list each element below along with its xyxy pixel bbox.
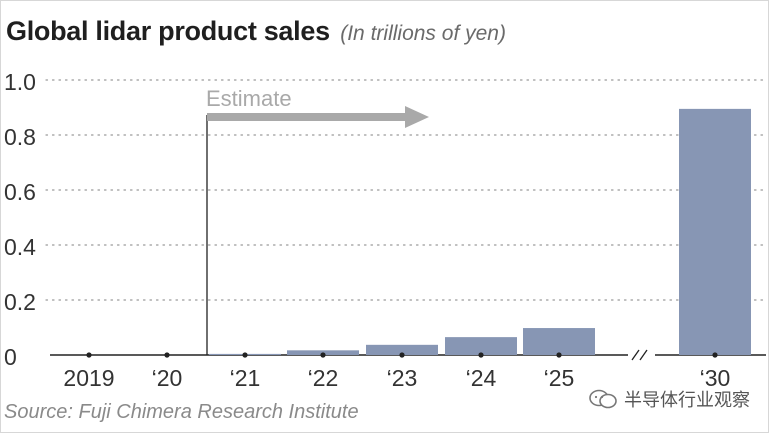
bar (523, 328, 595, 355)
source-note: Source: Fuji Chimera Research Institute (4, 401, 359, 423)
y-tick-label: 0.6 (4, 179, 36, 205)
x-tick-dot (242, 352, 248, 358)
y-tick-label: 0.4 (4, 234, 36, 260)
chat-bubbles-icon (589, 389, 617, 409)
chart-header: Global lidar product sales (In trillions… (6, 16, 506, 47)
estimate-arrow-shaft (207, 113, 407, 121)
x-tick-label: ‘21 (230, 365, 261, 391)
watermark-text: 半导体行业观察 (624, 390, 750, 410)
x-tick-dot (399, 352, 405, 358)
bar (445, 337, 517, 355)
chart-subtitle: (In trillions of yen) (340, 22, 506, 45)
x-tick-label: 2019 (63, 365, 114, 391)
y-tick-label: 0.2 (4, 289, 36, 315)
axis-break-mark (631, 349, 640, 361)
x-tick-dot (712, 352, 718, 358)
estimate-arrow-head (405, 106, 429, 128)
watermark: 半导体行业观察 (588, 386, 750, 412)
x-tick-label: ‘23 (387, 365, 418, 391)
x-tick-label: ‘24 (466, 365, 497, 391)
x-tick-dot (556, 352, 562, 358)
estimate-label: Estimate (206, 86, 292, 111)
x-tick-label: ‘25 (544, 365, 575, 391)
x-tick-label: ‘22 (308, 365, 339, 391)
bar (366, 344, 438, 355)
x-tick-dot (86, 352, 92, 358)
chart-title: Global lidar product sales (6, 16, 330, 46)
bar (679, 108, 751, 355)
axis-break-mark (639, 349, 648, 361)
y-tick-label: 0 (4, 344, 17, 370)
y-tick-label: 0.8 (4, 124, 36, 150)
x-tick-label: ‘20 (152, 365, 183, 391)
x-tick-label: ‘30 (700, 365, 731, 391)
x-tick-dot (478, 352, 484, 358)
x-tick-dot (164, 352, 170, 358)
y-tick-label: 1.0 (4, 69, 36, 95)
x-tick-dot (320, 352, 326, 358)
